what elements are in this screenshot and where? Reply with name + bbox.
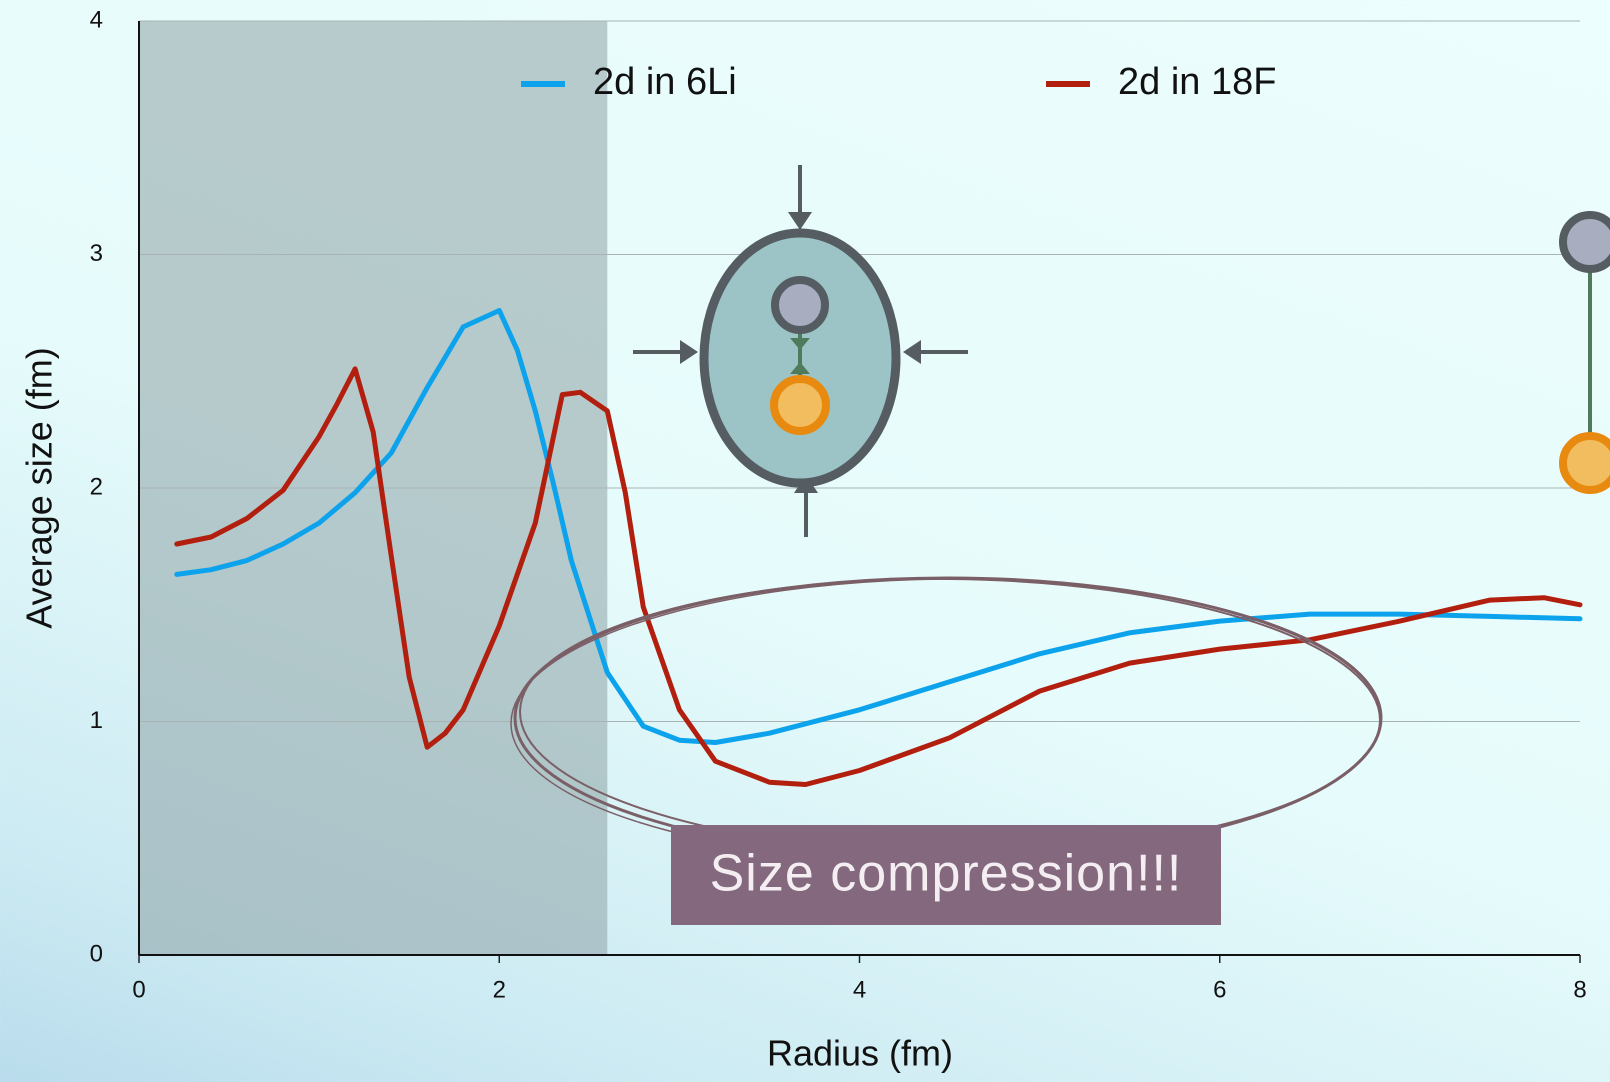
legend-label: 2d in 6Li	[593, 61, 737, 103]
y-tick-label: 4	[90, 6, 103, 33]
x-tick-label: 6	[1213, 976, 1226, 1003]
annotation: Size compression!!!	[710, 845, 1183, 903]
proton	[1563, 436, 1610, 490]
arrowhead	[680, 340, 698, 364]
proton	[774, 379, 826, 431]
x-tick-label: 0	[132, 976, 145, 1003]
arrowhead	[788, 212, 812, 230]
legend-label: 2d in 18F	[1118, 61, 1276, 103]
free-deuteron-icon	[1563, 215, 1610, 490]
y-tick-label: 3	[90, 240, 103, 267]
arrowhead	[903, 340, 921, 364]
y-tick-label: 2	[90, 473, 103, 500]
neutron	[1563, 215, 1610, 269]
page: {"chart_data": { "type": "line", "x_labe…	[0, 0, 1610, 1082]
x-tick-label: 4	[853, 976, 866, 1003]
x-tick-label: 2	[493, 976, 506, 1003]
neutron	[775, 280, 825, 330]
x-axis-label: Radius (fm)	[767, 1033, 953, 1074]
y-tick-label: 1	[90, 707, 103, 734]
y-tick-label: 0	[90, 940, 103, 967]
x-tick-label: 8	[1573, 976, 1586, 1003]
compressed-deuteron-icon	[633, 165, 968, 537]
chart: 0 1 2 3 4 0 2 4 6 8 2d in 6Li 2d in 18F Size compr…	[0, 0, 1610, 1082]
y-axis-label: Average size (fm)	[19, 347, 60, 628]
